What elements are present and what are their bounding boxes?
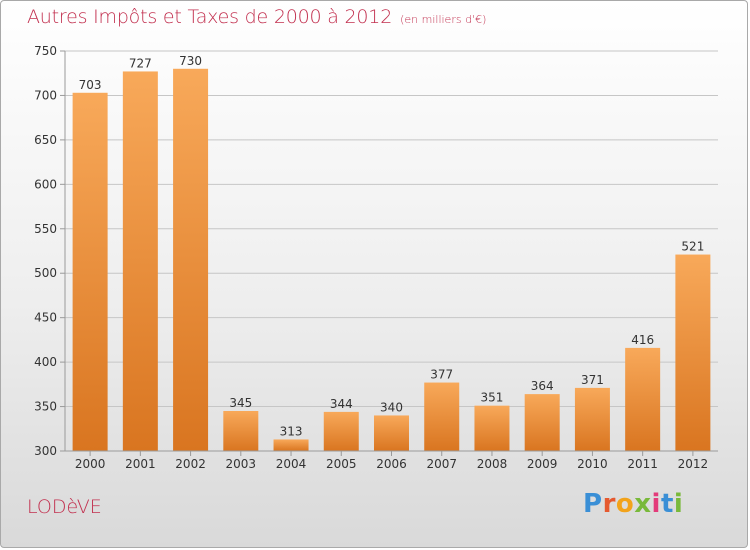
y-tick-label: 300 (34, 444, 57, 458)
data-label-2004: 313 (280, 424, 303, 438)
x-tick-label-2008: 2008 (477, 457, 508, 471)
bar-2001 (122, 71, 158, 451)
logo-letter: t (660, 489, 674, 519)
x-tick-label-2009: 2009 (527, 457, 558, 471)
data-label-2007: 377 (430, 368, 453, 382)
bar-2008 (474, 405, 510, 451)
logo-letter: i (651, 489, 661, 519)
y-tick-label: 450 (34, 311, 57, 325)
y-tick-label: 650 (34, 133, 57, 147)
bar-2006 (374, 415, 409, 451)
bar-2009 (524, 394, 560, 451)
y-tick-label: 700 (34, 88, 57, 102)
x-tick-label-2006: 2006 (376, 457, 407, 471)
bar-2005 (323, 411, 359, 451)
labels: 300 350 400 450 500 550 600 650 700 750 2000 703 200… (34, 44, 708, 471)
logo-letter: x (634, 489, 652, 519)
bar-2010 (574, 387, 610, 451)
y-tick-label: 550 (34, 222, 57, 236)
x-tick-label-2010: 2010 (577, 457, 608, 471)
bars (72, 68, 711, 452)
chart-title-text: Autres Impôts et Taxes de 2000 à 2012 (27, 6, 393, 28)
logo-letter: P (583, 489, 603, 519)
x-tick-label-2005: 2005 (326, 457, 357, 471)
bar-2000 (72, 92, 108, 452)
x-tick-label-2002: 2002 (175, 457, 206, 471)
data-label-2011: 416 (631, 333, 654, 347)
grid-lines (65, 50, 718, 408)
y-tick-label: 500 (34, 266, 57, 280)
y-tick-label: 600 (34, 177, 57, 191)
axes (60, 50, 718, 456)
data-label-2000: 703 (79, 78, 102, 92)
x-tick-label-2000: 2000 (75, 457, 106, 471)
logo-letter: o (615, 489, 635, 519)
y-tick-label: 400 (34, 355, 57, 369)
data-label-2008: 351 (481, 391, 504, 405)
commune-name: LODèVE (27, 496, 102, 518)
x-tick-label-2011: 2011 (627, 457, 658, 471)
data-label-2006: 340 (380, 400, 403, 414)
data-label-2003: 345 (229, 396, 252, 410)
bar-2004 (273, 439, 309, 451)
x-tick-label-2003: 2003 (226, 457, 257, 471)
chart-unit: (en milliers d'€) (400, 13, 487, 26)
data-label-2005: 344 (330, 397, 353, 411)
data-label-2009: 364 (531, 379, 554, 393)
bar-2002 (173, 68, 209, 452)
data-label-2012: 521 (681, 240, 704, 254)
data-label-2002: 730 (179, 54, 202, 68)
data-label-2010: 371 (581, 373, 604, 387)
x-tick-label-2007: 2007 (426, 457, 457, 471)
bar-2007 (424, 382, 460, 451)
logo-letter: i (673, 489, 684, 519)
data-label-2001: 727 (129, 56, 152, 70)
y-tick-label: 350 (34, 400, 57, 414)
bar-2011 (625, 347, 661, 451)
logo-letter: r (602, 489, 616, 519)
x-tick-label-2004: 2004 (276, 457, 307, 471)
y-tick-label: 750 (34, 44, 57, 58)
chart-title: Autres Impôts et Taxes de 2000 à 2012 (en… (27, 6, 486, 28)
x-tick-label-2012: 2012 (678, 457, 709, 471)
proxiti-logo[interactable]: Proxiti (583, 489, 683, 519)
bar-2003 (223, 411, 259, 451)
x-tick-label-2001: 2001 (125, 457, 156, 471)
bar-2012 (675, 254, 711, 451)
